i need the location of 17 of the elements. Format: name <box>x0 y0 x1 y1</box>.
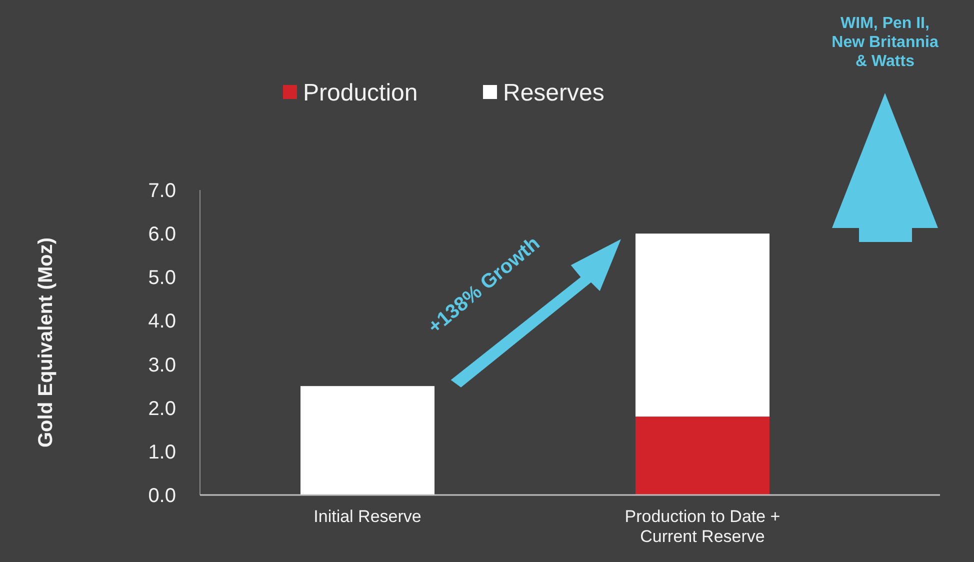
y-tick-label: 0.0 <box>148 485 176 507</box>
y-tick-label: 5.0 <box>148 267 176 290</box>
bar <box>300 386 434 495</box>
y-tick-label: 3.0 <box>148 354 176 376</box>
text: WIM, Pen II, New Britannia & Watts <box>832 15 938 70</box>
y-tick-label: 1.0 <box>148 441 176 464</box>
x-tick-label: Initial Reserve <box>314 507 422 526</box>
legend-label: Production <box>303 79 418 106</box>
bar <box>636 416 770 495</box>
y-tick-label: 7.0 <box>148 180 176 202</box>
y-axis-title: Gold Equivalent (Moz) <box>35 238 57 448</box>
x-tick-label: Production to Date + Current Reserve <box>624 507 780 546</box>
bar <box>636 234 770 417</box>
y-tick-label: 4.0 <box>148 310 176 333</box>
y-tick-label: 2.0 <box>148 398 176 420</box>
y-tick-label: 6.0 <box>148 224 176 246</box>
legend-label: Reserves <box>503 79 604 106</box>
